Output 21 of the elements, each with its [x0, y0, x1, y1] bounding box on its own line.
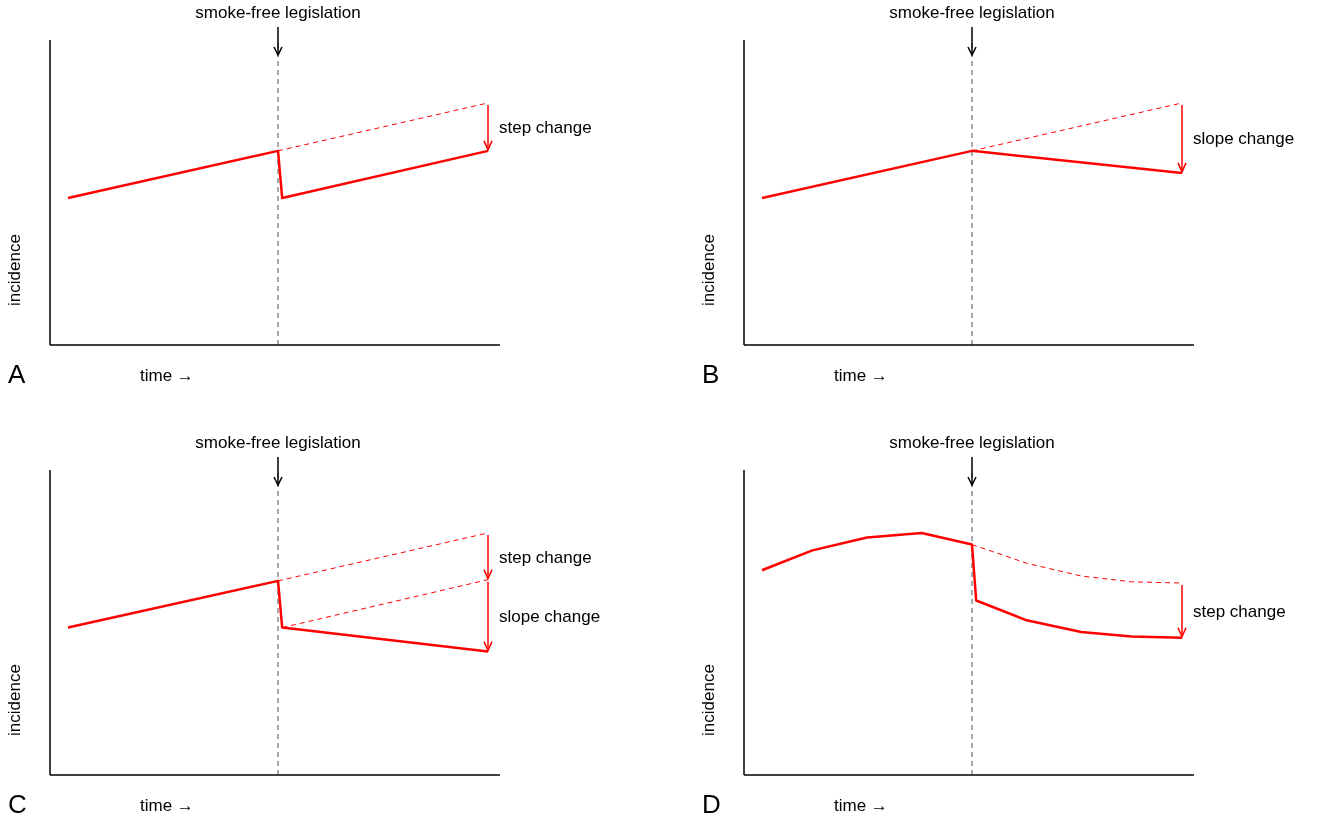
- y-axis-title: incidence: [699, 664, 718, 736]
- text: smoke-free legislation: [195, 433, 361, 452]
- text: smoke-free legislation: [889, 3, 1055, 22]
- y-axis-title: incidence: [5, 664, 24, 736]
- x-axis-title: time →: [834, 366, 888, 385]
- text: step change: [1193, 601, 1286, 621]
- text: C: [8, 789, 27, 819]
- y-axis-title: incidence: [699, 234, 718, 306]
- text: slope change: [1193, 129, 1295, 149]
- text: B: [702, 359, 720, 389]
- text: step change: [499, 547, 592, 567]
- x-axis-title: time →: [140, 796, 194, 815]
- text: smoke-free legislation: [195, 3, 361, 22]
- y-axis-title: incidence: [5, 234, 24, 306]
- text: A: [8, 359, 26, 389]
- x-axis-title: time →: [834, 796, 888, 815]
- text: slope change: [499, 607, 601, 627]
- text: D: [702, 789, 721, 819]
- text: smoke-free legislation: [889, 433, 1055, 452]
- x-axis-title: time →: [140, 366, 194, 385]
- text: step change: [499, 118, 592, 138]
